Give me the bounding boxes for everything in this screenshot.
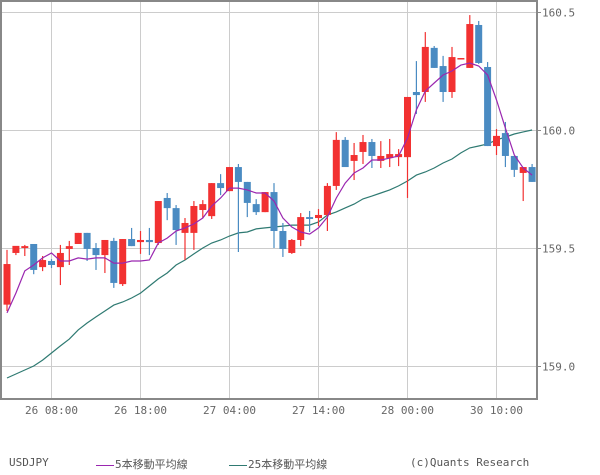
candle-body bbox=[3, 264, 11, 305]
candle-body bbox=[430, 47, 438, 68]
credit-text: (c)Quants Research bbox=[410, 456, 530, 469]
y-tick-label: 159.5 bbox=[542, 243, 575, 256]
candle-body bbox=[439, 66, 447, 93]
x-tick-label: 27 14:00 bbox=[292, 404, 345, 417]
candle-body bbox=[475, 24, 483, 63]
candle-body bbox=[172, 208, 180, 231]
candle-body bbox=[270, 192, 278, 232]
ma5-swatch-icon bbox=[96, 464, 114, 466]
candle-body bbox=[217, 183, 225, 189]
candle-body bbox=[315, 214, 322, 219]
candle-body bbox=[412, 92, 420, 96]
candle-body bbox=[493, 135, 500, 147]
plot-frame bbox=[0, 0, 538, 400]
legend-ma25: 25本移動平均線 bbox=[229, 456, 327, 472]
candle-body bbox=[30, 243, 38, 270]
candle-body bbox=[457, 58, 465, 60]
candles bbox=[3, 15, 536, 312]
ma25-swatch-icon bbox=[229, 464, 247, 466]
y-tick-label: 160.0 bbox=[542, 125, 575, 138]
y-tick-label: 159.0 bbox=[542, 361, 575, 374]
candle-body bbox=[83, 232, 91, 249]
candle-body bbox=[306, 217, 314, 219]
y-axis-labels: 159.0 159.5 160.0 160.5 bbox=[537, 7, 575, 374]
candle-body bbox=[484, 66, 492, 147]
candle-body bbox=[252, 204, 260, 213]
candle-body bbox=[119, 239, 127, 285]
candle-body bbox=[404, 96, 411, 158]
candle-body bbox=[190, 205, 198, 233]
candle-body bbox=[12, 245, 20, 253]
candle-body bbox=[341, 139, 349, 168]
candle-body bbox=[519, 167, 527, 173]
ma25-line bbox=[6, 129, 533, 379]
legend-ma5: 5本移動平均線 bbox=[96, 456, 188, 472]
candle-body bbox=[332, 139, 340, 186]
candle-body bbox=[101, 239, 109, 256]
candle-body bbox=[128, 239, 136, 247]
legend-ma5-label: 5本移動平均線 bbox=[115, 458, 188, 471]
symbol-label: USDJPY bbox=[9, 456, 49, 469]
candle-body bbox=[279, 231, 287, 249]
candle-body bbox=[386, 154, 394, 159]
candle-body bbox=[92, 248, 100, 256]
candle-body bbox=[377, 155, 385, 161]
candle-body bbox=[145, 239, 153, 243]
candle-body bbox=[243, 181, 251, 203]
x-tick-label: 30 10:00 bbox=[470, 404, 523, 417]
candle-body bbox=[65, 246, 73, 249]
x-tick-label: 27 04:00 bbox=[203, 404, 256, 417]
candle-body bbox=[154, 201, 162, 244]
candle-body bbox=[288, 239, 296, 253]
candle-body bbox=[261, 192, 269, 213]
candle-body bbox=[208, 183, 216, 217]
candle-body bbox=[510, 155, 518, 170]
x-axis-labels: 26 08:00 26 18:00 27 04:00 27 14:00 28 00:00… bbox=[25, 404, 523, 417]
candle-body bbox=[74, 232, 82, 244]
y-tick-label: 160.5 bbox=[542, 7, 575, 20]
candle-body bbox=[323, 185, 331, 215]
x-tick-label: 26 18:00 bbox=[114, 404, 167, 417]
legend-ma25-label: 25本移動平均線 bbox=[248, 458, 328, 471]
candle-body bbox=[421, 46, 429, 93]
candle-body bbox=[368, 142, 376, 156]
candle-body bbox=[466, 24, 474, 68]
candle-body bbox=[199, 204, 207, 211]
candle-body bbox=[234, 167, 242, 182]
chart-footer: USDJPY 5本移動平均線 25本移動平均線 (c)Quants Resear… bbox=[0, 456, 600, 474]
candle-body bbox=[163, 197, 171, 209]
candle-body bbox=[56, 252, 64, 268]
candle-body bbox=[501, 133, 509, 156]
candle-body bbox=[48, 260, 55, 265]
x-tick-label: 26 08:00 bbox=[25, 404, 78, 417]
candle-body bbox=[350, 155, 358, 161]
candle-body bbox=[21, 246, 29, 248]
candle-body bbox=[110, 240, 118, 283]
ma5-line bbox=[6, 62, 533, 314]
candle-body bbox=[297, 217, 305, 240]
grid-lines bbox=[1, 1, 537, 399]
candle-body bbox=[448, 57, 456, 93]
candle-body bbox=[39, 260, 47, 268]
x-tick-label: 28 00:00 bbox=[381, 404, 434, 417]
candle-body bbox=[137, 239, 144, 243]
candle-body bbox=[359, 142, 367, 152]
candle-body bbox=[226, 167, 233, 192]
